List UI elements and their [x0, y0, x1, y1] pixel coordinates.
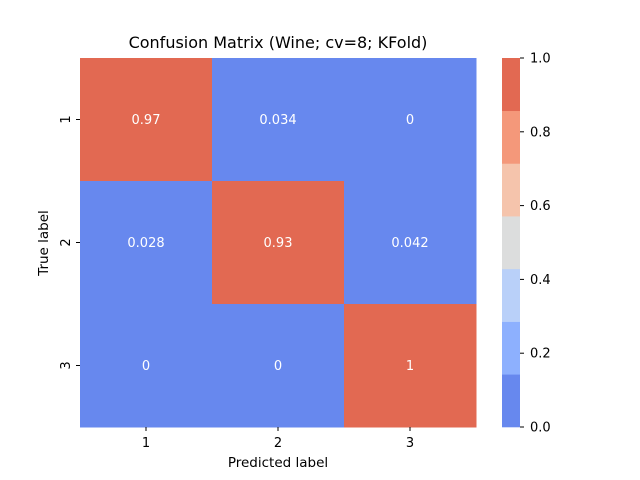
- colorbar-tick-label: 0.2: [530, 347, 551, 362]
- colorbar: 0.0 0.2 0.4 0.6 0.8 1.0: [502, 52, 551, 436]
- colorbar-segment: [502, 163, 520, 217]
- colorbar-segment: [502, 110, 520, 164]
- y-axis-label: True label: [36, 210, 52, 277]
- x-axis-label: Predicted label: [228, 455, 328, 471]
- heatmap-cell: [80, 304, 213, 428]
- colorbar-segment: [502, 321, 520, 375]
- heatmap-cell: [212, 58, 345, 182]
- x-tick-label: 1: [142, 436, 150, 451]
- heatmap-cell: [80, 58, 213, 182]
- y-tick-label: 2: [59, 238, 74, 246]
- cell-value-label: 0: [142, 359, 150, 374]
- colorbar-tick-label: 0.0: [530, 421, 551, 436]
- x-tick-label: 2: [274, 436, 282, 451]
- cell-value-label: 0.042: [391, 236, 428, 251]
- colorbar-segment: [502, 374, 520, 428]
- colorbar-segment: [502, 268, 520, 322]
- colorbar-tick-label: 0.8: [530, 125, 551, 140]
- heatmap-cell: [212, 304, 345, 428]
- heatmap-annotations: 0.97 0.034 0 0.028 0.93 0.042 0 0 1: [127, 113, 428, 374]
- heatmap-cells: [80, 58, 477, 428]
- chart-title: Confusion Matrix (Wine; cv=8; KFold): [129, 33, 428, 52]
- y-tick-label: 1: [59, 115, 74, 123]
- cell-value-label: 0.97: [132, 113, 161, 128]
- heatmap-cell: [80, 181, 213, 305]
- colorbar-segment: [502, 58, 520, 112]
- cell-value-label: 0.93: [264, 236, 293, 251]
- heatmap-cell: [344, 304, 477, 428]
- x-tick-label: 3: [406, 436, 414, 451]
- y-axis: 1 2 3: [59, 115, 80, 370]
- y-tick-label: 3: [59, 361, 74, 369]
- colorbar-tick-label: 0.4: [530, 273, 551, 288]
- cell-value-label: 0.028: [127, 236, 164, 251]
- colorbar-tick-label: 1.0: [530, 52, 551, 67]
- cell-value-label: 1: [406, 359, 414, 374]
- heatmap-cell: [344, 181, 477, 305]
- heatmap-cell: [344, 58, 477, 182]
- x-axis: 1 2 3: [142, 427, 414, 451]
- cell-value-label: 0: [274, 359, 282, 374]
- heatmap-cell: [212, 181, 345, 305]
- cell-value-label: 0: [406, 113, 414, 128]
- colorbar-segment: [502, 216, 520, 270]
- colorbar-tick-label: 0.6: [530, 199, 551, 214]
- cell-value-label: 0.034: [259, 113, 296, 128]
